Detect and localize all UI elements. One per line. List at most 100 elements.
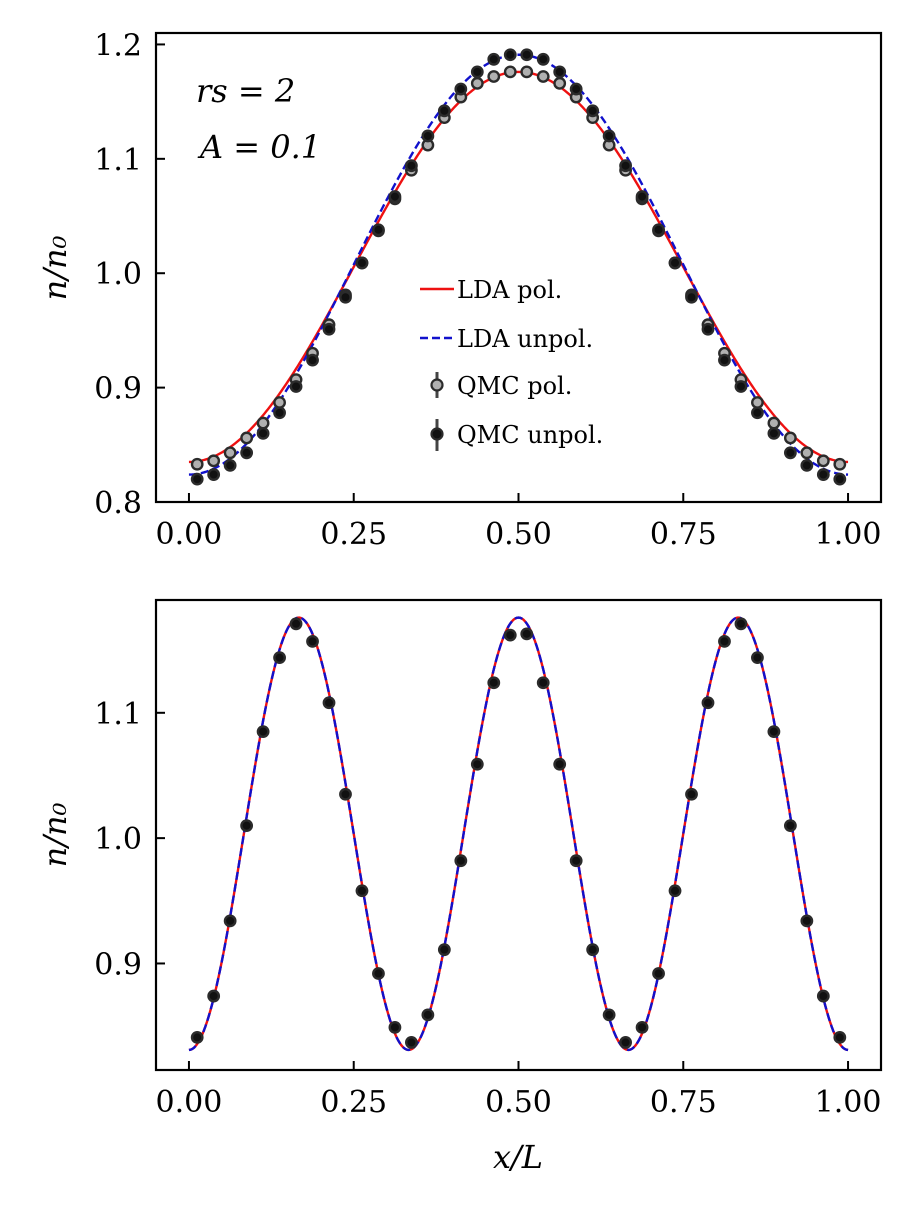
top-point-qmc-pol	[470, 76, 484, 90]
top-point-qmc-unpol	[470, 65, 484, 79]
legend-label-qmc-pol: QMC pol.	[457, 372, 572, 400]
top-point-qmc-unpol	[207, 468, 221, 481]
legend-marker-qmc-unpol	[430, 427, 444, 441]
bottom-x-tick-label: 0.75	[650, 1085, 717, 1120]
bottom-point-qmc-unpol	[404, 1036, 418, 1049]
top-point-qmc-unpol	[569, 82, 583, 96]
top-point-qmc-pol	[536, 70, 550, 83]
top-point-qmc-unpol	[273, 406, 286, 420]
bottom-line-lda-unpol	[188, 616, 849, 1052]
bottom-point-qmc-unpol	[718, 634, 731, 648]
top-point-qmc-unpol	[388, 190, 402, 203]
bottom-point-qmc-unpol	[289, 617, 303, 631]
top-point-qmc-pol	[553, 76, 567, 90]
bottom-point-qmc-unpol	[322, 696, 336, 710]
top-y-tick-label: 0.8	[94, 486, 142, 521]
top-point-qmc-pol	[223, 446, 237, 460]
top-point-qmc-unpol	[404, 159, 418, 173]
top-point-qmc-unpol	[553, 65, 567, 79]
top-point-qmc-unpol	[668, 256, 682, 270]
top-point-qmc-unpol	[240, 446, 254, 460]
top-point-qmc-unpol	[685, 290, 698, 304]
bottom-point-qmc-unpol	[256, 725, 270, 738]
bottom-point-qmc-unpol	[306, 634, 319, 648]
bottom-point-qmc-unpol	[685, 787, 698, 801]
bottom-point-qmc-unpol	[816, 989, 830, 1003]
bottom-point-qmc-unpol	[454, 854, 468, 868]
legend-label-lda-unpol: LDA unpol.	[457, 325, 593, 353]
top-point-qmc-unpol	[536, 52, 550, 66]
bottom-point-qmc-unpol	[553, 757, 567, 771]
top-point-qmc-unpol	[816, 468, 830, 481]
bottom-y-tick-label: 1.0	[94, 822, 142, 857]
top-point-qmc-pol	[207, 454, 221, 468]
top-point-qmc-unpol	[718, 353, 731, 367]
top-point-qmc-pol	[520, 65, 534, 79]
bottom-point-qmc-unpol	[536, 676, 550, 690]
top-point-qmc-pol	[190, 457, 204, 471]
bottom-y-tick-label: 0.9	[94, 947, 142, 982]
bottom-x-tick-label: 0.00	[156, 1085, 223, 1120]
top-plot-area	[188, 48, 849, 486]
bottom-point-qmc-unpol	[833, 1031, 847, 1044]
top-point-qmc-unpol	[503, 48, 517, 62]
top-x-tick-label: 0.75	[650, 517, 717, 552]
top-point-qmc-unpol	[800, 458, 814, 472]
bottom-point-qmc-unpol	[388, 1020, 402, 1034]
bottom-x-tick-label: 0.25	[320, 1085, 387, 1120]
top-point-qmc-unpol	[767, 426, 781, 440]
legend-label-qmc-unpol: QMC unpol.	[457, 421, 603, 449]
bottom-x-tick-label: 0.50	[485, 1085, 552, 1120]
top-point-qmc-pol	[487, 70, 501, 83]
bottom-point-qmc-unpol	[520, 627, 534, 641]
top-point-qmc-unpol	[734, 380, 748, 393]
top-point-qmc-unpol	[421, 129, 435, 143]
bottom-point-qmc-unpol	[372, 967, 385, 980]
bottom-point-qmc-unpol	[652, 967, 665, 980]
bottom-point-qmc-unpol	[734, 617, 748, 631]
annotation-amplitude: A = 0.1	[197, 128, 321, 166]
top-point-qmc-unpol	[619, 159, 632, 173]
top-point-qmc-unpol	[602, 129, 616, 143]
top-ticks: 0.00 0.25 0.50 0.75 1.00 0.8 0.9 1.0 1.1 1.2	[94, 28, 881, 552]
top-point-qmc-unpol	[355, 256, 369, 270]
bottom-point-qmc-unpol	[273, 651, 286, 665]
top-point-qmc-pol	[783, 431, 797, 445]
top-point-qmc-unpol	[652, 223, 665, 237]
top-point-qmc-unpol	[586, 104, 600, 118]
top-x-tick-label: 0.50	[485, 517, 552, 552]
top-point-qmc-unpol	[339, 290, 352, 304]
bottom-point-qmc-unpol	[421, 1008, 435, 1022]
bottom-point-qmc-unpol	[470, 757, 484, 771]
top-point-qmc-unpol	[322, 322, 336, 336]
top-panel: 0.00 0.25 0.50 0.75 1.00 0.8 0.9 1.0 1.1 1.2 n/n₀…	[36, 28, 883, 552]
top-point-qmc-unpol	[635, 190, 649, 203]
top-point-qmc-unpol	[520, 48, 534, 62]
top-point-qmc-pol	[833, 457, 847, 471]
top-point-qmc-unpol	[701, 322, 715, 336]
bottom-point-qmc-unpol	[240, 819, 254, 832]
bottom-point-qmc-unpol	[339, 787, 352, 801]
bottom-point-qmc-unpol	[207, 989, 221, 1003]
bottom-y-tick-label: 1.1	[94, 697, 142, 732]
top-point-qmc-unpol	[223, 458, 237, 472]
bottom-x-tick-label: 1.00	[815, 1085, 882, 1120]
top-point-qmc-unpol	[833, 472, 847, 486]
top-point-qmc-unpol	[437, 104, 451, 118]
bottom-point-qmc-unpol	[751, 651, 764, 665]
top-point-qmc-unpol	[306, 353, 319, 367]
top-y-tick-label: 0.9	[94, 372, 142, 407]
bottom-point-qmc-unpol	[668, 884, 682, 898]
top-line-lda-pol	[188, 70, 849, 464]
bottom-ticks: 0.00 0.25 0.50 0.75 1.00 0.9 1.0 1.1	[94, 697, 881, 1120]
top-point-qmc-pol	[767, 416, 781, 430]
bottom-point-qmc-unpol	[223, 914, 237, 928]
bottom-point-qmc-unpol	[767, 725, 781, 738]
top-line-lda-unpol	[188, 53, 849, 476]
top-point-qmc-pol	[273, 396, 286, 409]
x-axis-label: x/L	[493, 1138, 543, 1176]
top-x-tick-label: 1.00	[815, 517, 882, 552]
top-point-qmc-pol	[751, 396, 764, 409]
top-y-tick-label: 1.2	[94, 28, 142, 63]
annotation-rs: rs = 2	[196, 72, 295, 110]
